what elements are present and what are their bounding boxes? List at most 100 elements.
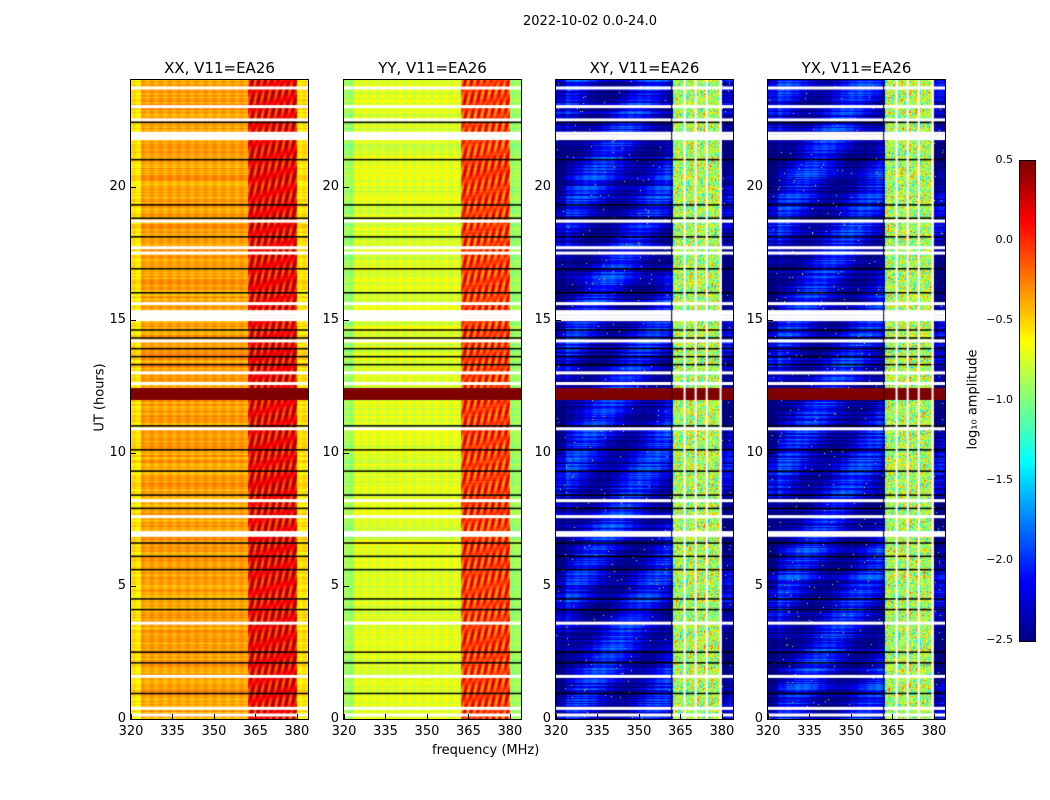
heatmap-panel [130, 79, 309, 720]
x-tick-mark [344, 714, 345, 719]
x-tick-mark [296, 714, 298, 719]
colorbar-tick-label: −2.0 [986, 553, 1013, 566]
y-tick-label: 5 [117, 577, 126, 593]
y-tick-label: 5 [754, 577, 763, 593]
y-tick-label: 15 [746, 311, 763, 327]
colorbar [1019, 160, 1036, 642]
y-tick-mark [556, 319, 561, 321]
y-tick-mark [344, 452, 349, 454]
x-tick-mark [768, 714, 769, 719]
y-tick-mark [131, 452, 136, 454]
y-tick-label: 15 [534, 311, 551, 327]
x-tick-label: 380 [497, 724, 523, 739]
panel-title: XX, V11=EA26 [164, 59, 275, 77]
x-tick-mark [680, 714, 682, 719]
x-tick-label: 320 [118, 724, 144, 739]
figure-title: 2022-10-02 0.0-24.0 [523, 14, 657, 29]
x-tick-label: 335 [160, 724, 185, 739]
y-tick-mark [556, 719, 561, 720]
y-tick-label: 5 [542, 577, 551, 593]
heatmap-cells [344, 80, 521, 719]
heatmap-panel [555, 79, 734, 720]
x-tick-label: 320 [543, 724, 569, 739]
y-tick-mark [768, 585, 773, 587]
x-tick-label: 350 [626, 724, 652, 739]
x-tick-label: 365 [880, 724, 905, 739]
y-tick-label: 0 [117, 711, 126, 726]
x-tick-label: 335 [585, 724, 610, 739]
x-tick-mark [809, 714, 811, 719]
x-tick-label: 350 [838, 724, 864, 739]
x-tick-mark [892, 714, 894, 719]
panel-title: XY, V11=EA26 [589, 59, 700, 77]
y-tick-mark [768, 319, 773, 321]
x-tick-mark [597, 714, 599, 719]
y-tick-label: 10 [746, 444, 763, 460]
x-tick-label: 365 [668, 724, 693, 739]
y-tick-label: 20 [746, 178, 763, 194]
x-tick-label: 380 [921, 724, 947, 739]
y-tick-label: 15 [109, 311, 126, 327]
y-tick-label: 10 [534, 444, 551, 460]
y-tick-label: 0 [330, 711, 339, 726]
y-tick-label: 10 [109, 444, 126, 460]
x-tick-mark [721, 714, 723, 719]
x-tick-mark [468, 714, 470, 719]
colorbar-tick-label: −2.5 [986, 633, 1013, 646]
x-tick-label: 380 [709, 724, 735, 739]
heatmap-panel [767, 79, 946, 720]
panel-title: YY, V11=EA26 [378, 59, 487, 77]
y-tick-mark [344, 319, 349, 321]
y-tick-mark [131, 719, 136, 720]
colorbar-tick-label: −1.0 [986, 393, 1013, 406]
x-tick-label: 335 [797, 724, 822, 739]
y-tick-mark [131, 319, 136, 321]
x-tick-label: 335 [373, 724, 398, 739]
x-tick-label: 365 [456, 724, 481, 739]
colorbar-tick-label: −0.5 [986, 313, 1013, 326]
x-tick-label: 350 [201, 724, 227, 739]
x-tick-mark [131, 714, 132, 719]
heatmap-cells [131, 80, 308, 719]
y-tick-mark [768, 452, 773, 454]
x-tick-mark [933, 714, 935, 719]
x-tick-mark [556, 714, 557, 719]
x-tick-mark [255, 714, 257, 719]
y-tick-label: 20 [322, 178, 339, 194]
x-tick-mark [213, 714, 215, 719]
x-tick-label: 365 [243, 724, 268, 739]
heatmap-cells [768, 80, 945, 719]
x-tick-mark [426, 714, 428, 719]
heatmap-cells [556, 80, 733, 719]
colorbar-tick-label: −1.5 [986, 473, 1013, 486]
y-tick-mark [131, 186, 136, 188]
y-tick-label: 10 [322, 444, 339, 460]
heatmap-panel [343, 79, 522, 720]
y-tick-mark [768, 186, 773, 188]
colorbar-tick-label: 0.0 [995, 233, 1014, 246]
y-tick-label: 15 [322, 311, 339, 327]
y-tick-mark [131, 585, 136, 587]
y-tick-mark [344, 585, 349, 587]
x-tick-label: 320 [331, 724, 357, 739]
x-tick-mark [509, 714, 511, 719]
x-tick-mark [850, 714, 852, 719]
x-tick-label: 380 [284, 724, 310, 739]
x-tick-label: 350 [414, 724, 440, 739]
panel-title: YX, V11=EA26 [801, 59, 912, 77]
x-axis-label: frequency (MHz) [432, 743, 540, 758]
y-tick-label: 0 [542, 711, 551, 726]
y-tick-mark [768, 719, 773, 720]
y-tick-label: 5 [330, 577, 339, 593]
y-tick-label: 0 [754, 711, 763, 726]
x-tick-label: 320 [755, 724, 781, 739]
y-axis-label: UT (hours) [92, 363, 108, 432]
y-tick-mark [344, 719, 349, 720]
y-tick-mark [556, 452, 561, 454]
x-tick-mark [385, 714, 387, 719]
x-tick-mark [172, 714, 174, 719]
y-tick-label: 20 [109, 178, 126, 194]
y-tick-mark [556, 585, 561, 587]
y-tick-mark [556, 186, 561, 188]
